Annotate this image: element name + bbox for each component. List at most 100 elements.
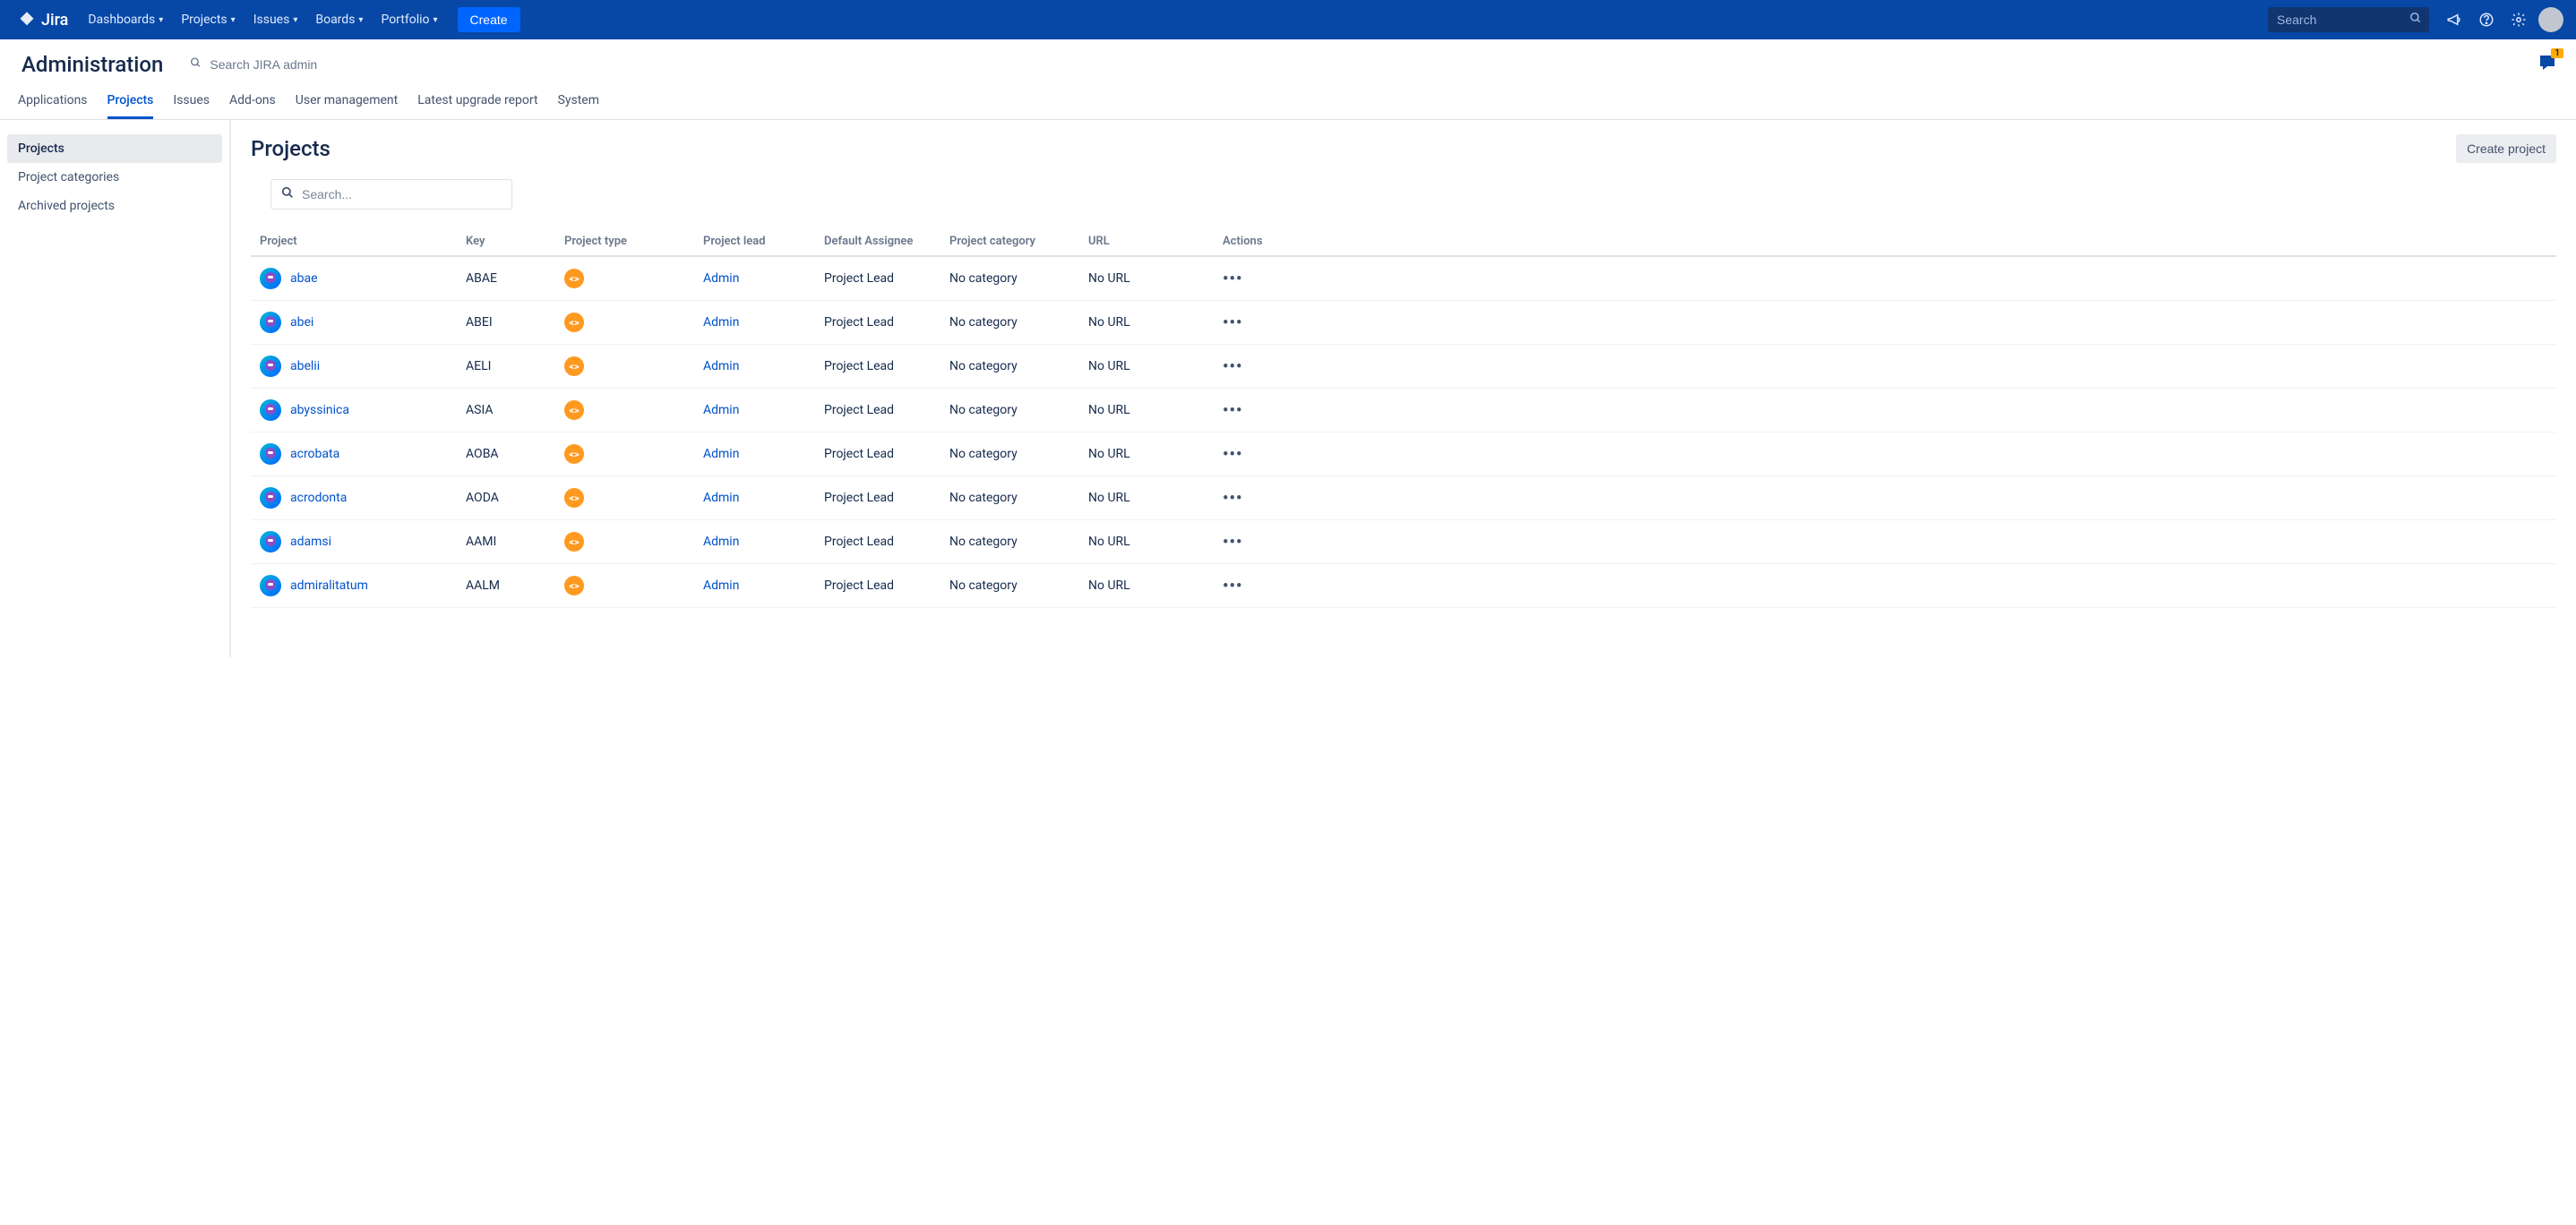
project-url: No URL — [1079, 520, 1214, 564]
admin-tab-user-management[interactable]: User management — [296, 93, 398, 119]
row-actions-button[interactable]: ••• — [1223, 533, 1242, 552]
sidebar-item-archived-projects[interactable]: Archived projects — [7, 192, 222, 220]
nav-item-portfolio[interactable]: Portfolio ▾ — [372, 0, 446, 39]
sidebar-item-projects[interactable]: Projects — [7, 134, 222, 163]
feedback-button[interactable]: 1 — [2537, 52, 2558, 77]
nav-item-dashboards[interactable]: Dashboards▾ — [79, 0, 172, 39]
sidebar-item-project-categories[interactable]: Project categories — [7, 163, 222, 192]
project-url: No URL — [1079, 389, 1214, 433]
project-lead-link[interactable]: Admin — [703, 447, 739, 461]
admin-title: Administration — [21, 52, 163, 77]
admin-header: Administration 1 — [0, 39, 2576, 77]
project-url: No URL — [1079, 345, 1214, 389]
project-lead-link[interactable]: Admin — [703, 271, 739, 286]
project-name-link[interactable]: acrobata — [290, 447, 339, 461]
project-name-link[interactable]: adamsi — [290, 535, 331, 549]
project-name-link[interactable]: abae — [290, 271, 318, 286]
nav-item-issues[interactable]: Issues▾ — [245, 0, 307, 39]
project-avatar-icon — [260, 531, 281, 553]
admin-tab-system[interactable]: System — [558, 93, 599, 119]
create-project-button[interactable]: Create project — [2456, 134, 2556, 163]
project-type-icon: <> — [564, 269, 584, 288]
project-category: No category — [940, 256, 1079, 301]
project-category: No category — [940, 520, 1079, 564]
project-key: AELI — [457, 345, 555, 389]
default-assignee: Project Lead — [815, 520, 940, 564]
project-lead-link[interactable]: Admin — [703, 578, 739, 593]
project-avatar-icon — [260, 268, 281, 289]
default-assignee: Project Lead — [815, 389, 940, 433]
column-header[interactable]: Default Assignee — [815, 227, 940, 256]
search-icon — [190, 57, 202, 73]
project-key: AOBA — [457, 433, 555, 476]
column-header[interactable]: Project category — [940, 227, 1079, 256]
project-filter-input[interactable] — [270, 179, 512, 210]
admin-tab-issues[interactable]: Issues — [173, 93, 210, 119]
user-avatar[interactable] — [2537, 5, 2565, 34]
nav-item-label: Dashboards — [88, 13, 155, 27]
column-header[interactable]: Key — [457, 227, 555, 256]
global-search-input[interactable] — [2268, 7, 2429, 32]
nav-item-projects[interactable]: Projects▾ — [172, 0, 244, 39]
project-lead-link[interactable]: Admin — [703, 315, 739, 330]
table-row: abeiABEI<>AdminProject LeadNo categoryNo… — [251, 301, 2556, 345]
feedback-badge: 1 — [2551, 48, 2563, 58]
project-avatar-icon — [260, 312, 281, 333]
table-row: abaeABAE<>AdminProject LeadNo categoryNo… — [251, 256, 2556, 301]
project-key: AODA — [457, 476, 555, 520]
project-category: No category — [940, 389, 1079, 433]
column-header[interactable]: URL — [1079, 227, 1214, 256]
project-lead-link[interactable]: Admin — [703, 491, 739, 505]
table-row: abyssinicaASIA<>AdminProject LeadNo cate… — [251, 389, 2556, 433]
admin-tab-latest-upgrade-report[interactable]: Latest upgrade report — [417, 93, 537, 119]
column-header[interactable]: Project type — [555, 227, 694, 256]
project-name-link[interactable]: acrodonta — [290, 491, 347, 505]
row-actions-button[interactable]: ••• — [1223, 445, 1242, 464]
project-url: No URL — [1079, 433, 1214, 476]
project-type-icon: <> — [564, 313, 584, 332]
column-header[interactable]: Project — [251, 227, 457, 256]
project-name-link[interactable]: abyssinica — [290, 403, 349, 417]
page-title: Projects — [251, 136, 331, 161]
help-icon[interactable] — [2472, 5, 2501, 34]
row-actions-button[interactable]: ••• — [1223, 313, 1242, 332]
default-assignee: Project Lead — [815, 345, 940, 389]
admin-tab-applications[interactable]: Applications — [18, 93, 88, 119]
nav-item-boards[interactable]: Boards▾ — [306, 0, 372, 39]
create-button[interactable]: Create — [458, 7, 520, 32]
project-url: No URL — [1079, 256, 1214, 301]
default-assignee: Project Lead — [815, 433, 940, 476]
project-category: No category — [940, 476, 1079, 520]
row-actions-button[interactable]: ••• — [1223, 270, 1242, 288]
chevron-down-icon: ▾ — [434, 15, 438, 25]
admin-tab-projects[interactable]: Projects — [107, 93, 154, 119]
project-lead-link[interactable]: Admin — [703, 403, 739, 417]
row-actions-button[interactable]: ••• — [1223, 357, 1242, 376]
admin-search-input[interactable] — [190, 54, 423, 75]
project-lead-link[interactable]: Admin — [703, 535, 739, 549]
row-actions-button[interactable]: ••• — [1223, 577, 1242, 595]
project-url: No URL — [1079, 564, 1214, 608]
project-type-icon: <> — [564, 444, 584, 464]
column-header[interactable]: Actions — [1214, 227, 2556, 256]
project-lead-link[interactable]: Admin — [703, 359, 739, 373]
project-name-link[interactable]: abei — [290, 315, 313, 330]
row-actions-button[interactable]: ••• — [1223, 489, 1242, 508]
project-category: No category — [940, 345, 1079, 389]
jira-logo[interactable]: Jira — [11, 11, 75, 30]
logo-text: Jira — [41, 11, 68, 30]
megaphone-icon[interactable] — [2440, 5, 2469, 34]
project-type-icon: <> — [564, 488, 584, 508]
column-header[interactable]: Project lead — [694, 227, 815, 256]
table-row: abelii AELI <> Admin Project LeadNo category… — [251, 345, 2556, 389]
nav-item-label: Portfolio — [381, 13, 429, 27]
project-type-icon: <> — [564, 356, 584, 376]
table-row: acrodontaAODA<>AdminProject LeadNo categ… — [251, 476, 2556, 520]
settings-icon[interactable] — [2504, 5, 2533, 34]
project-name-link[interactable]: abelii — [290, 359, 320, 373]
row-actions-button[interactable]: ••• — [1223, 401, 1242, 420]
admin-tab-add-ons[interactable]: Add-ons — [229, 93, 276, 119]
project-key: AALM — [457, 564, 555, 608]
project-name-link[interactable]: admiralitatum — [290, 578, 368, 593]
table-row: admiralitatumAALM<>AdminProject LeadNo c… — [251, 564, 2556, 608]
